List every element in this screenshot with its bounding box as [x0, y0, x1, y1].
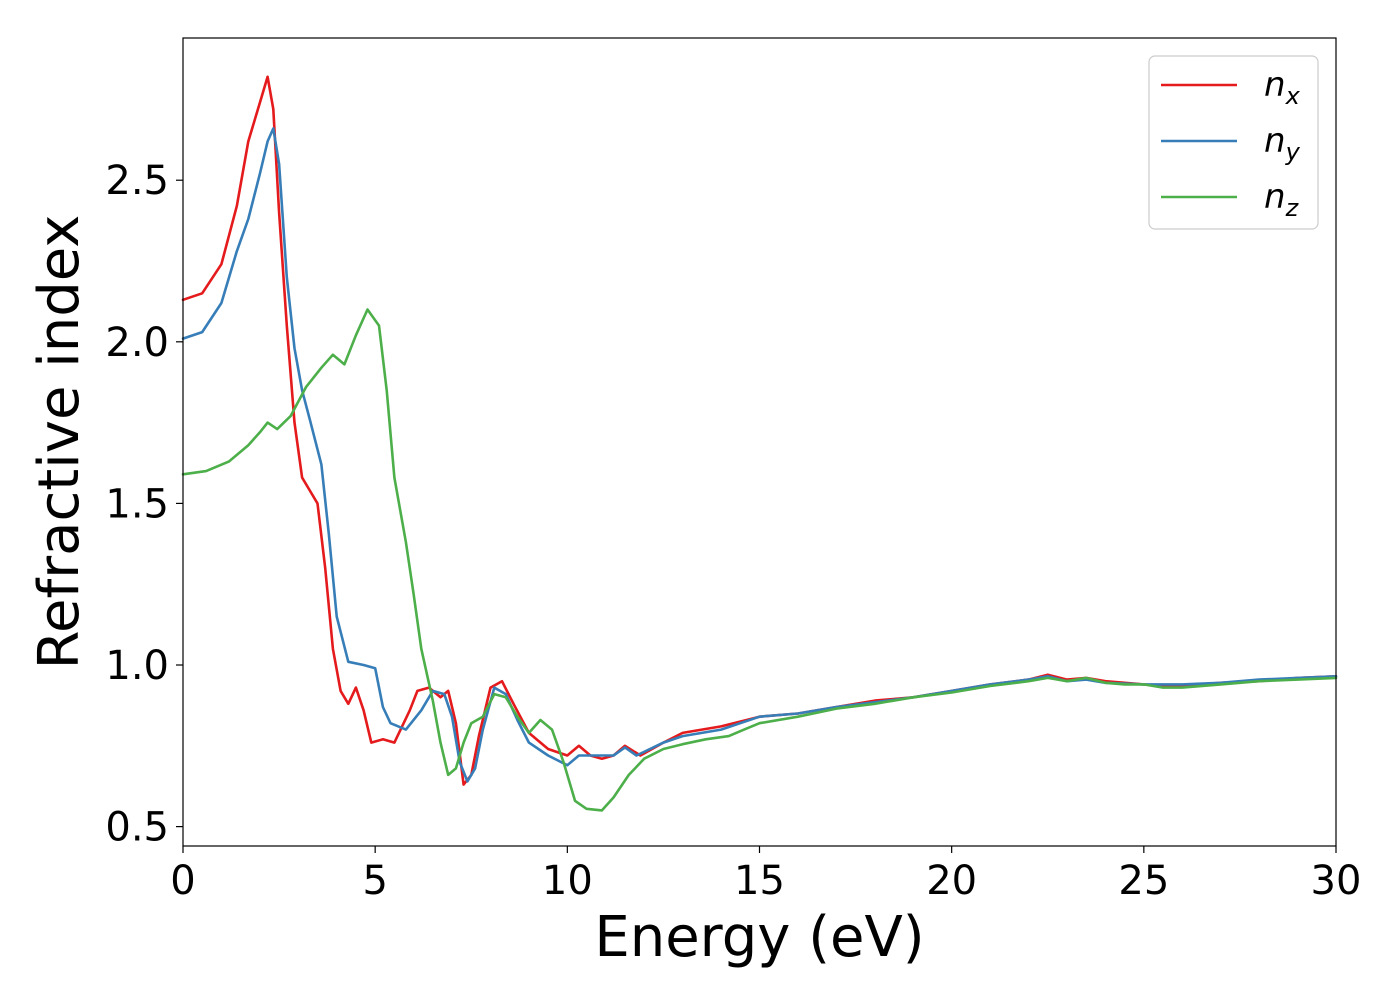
series-line-y	[181, 127, 1338, 783]
legend-label-base: n	[1264, 177, 1286, 217]
legend-label-subscript: x	[1285, 82, 1301, 110]
y-tick-label: 0.5	[105, 805, 169, 851]
y-tick-label: 2.0	[105, 320, 169, 366]
x-tick-label: 5	[362, 858, 387, 904]
plot-background	[183, 38, 1336, 846]
x-axis-label: Energy (eV)	[594, 905, 924, 970]
legend-label-z: nz	[1264, 177, 1300, 222]
legend-frame	[1148, 55, 1319, 230]
x-tick-label: 30	[1311, 858, 1362, 904]
series-lines	[181, 75, 1338, 812]
legend-label-base: n	[1264, 65, 1286, 105]
y-axis-label: Refractive index	[27, 215, 92, 670]
y-tick-label: 1.5	[105, 481, 169, 527]
x-tick-label: 25	[1118, 858, 1169, 904]
x-tick-label: 0	[170, 858, 195, 904]
y-tick-label: 2.5	[105, 158, 169, 204]
x-tick-label: 20	[926, 858, 977, 904]
legend-label-x: nx	[1264, 65, 1301, 110]
legend-label-y: ny	[1264, 121, 1301, 166]
series-line-z	[181, 308, 1338, 812]
legend-label-base: n	[1264, 121, 1286, 161]
series-line-x	[181, 75, 1338, 786]
y-tick-label: 1.0	[105, 643, 169, 689]
legend-label-subscript: z	[1285, 194, 1300, 222]
x-tick-label: 10	[542, 858, 593, 904]
x-axis-ticks: 0 5 10 15 20 25 30	[170, 846, 1361, 904]
x-tick-label: 15	[734, 858, 785, 904]
legend-label-subscript: y	[1285, 138, 1301, 166]
y-axis-ticks: 0.5 1.0 1.5 2.0 2.5	[105, 158, 183, 851]
